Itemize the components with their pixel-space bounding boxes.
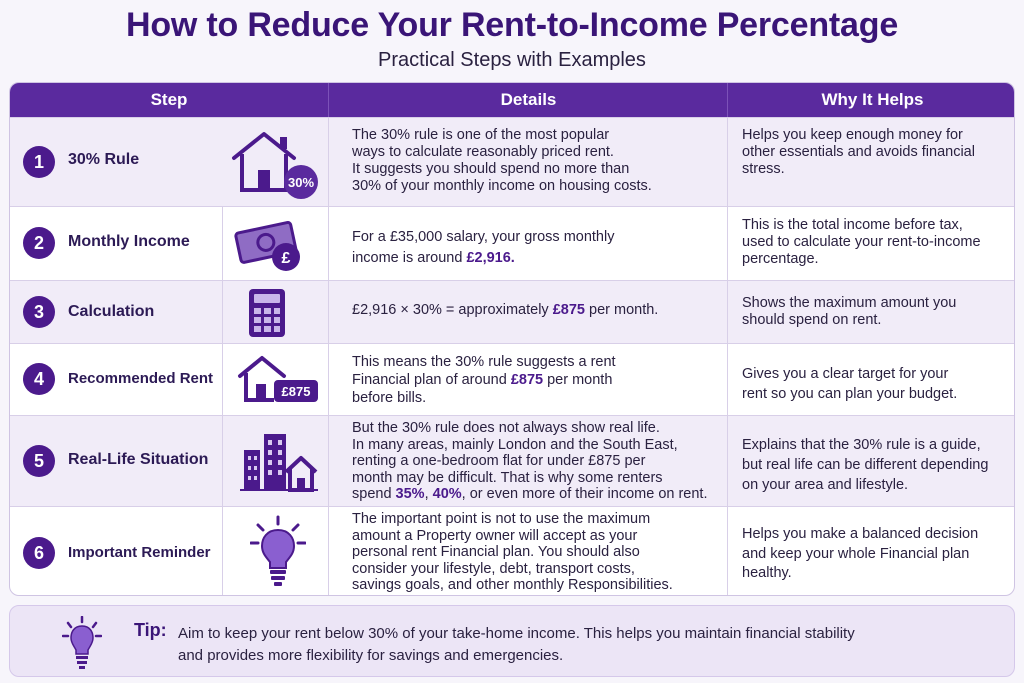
column-header-why: Why It Helps — [727, 83, 1014, 117]
details-line: For a £35,000 salary, your gross monthly — [352, 229, 615, 245]
step-label: Calculation — [68, 303, 155, 320]
step-cell: 3 Calculation — [10, 281, 328, 343]
icon-badge: £ — [282, 250, 291, 267]
why-line: rent so you can plan your budget. — [742, 386, 958, 402]
step-cell: 2 Monthly Income £ — [10, 207, 328, 280]
tip-line: Aim to keep your rent below 30% of your … — [178, 625, 855, 642]
details-cell: For a £35,000 salary, your gross monthly… — [328, 207, 727, 280]
page-subtitle: Practical Steps with Examples — [378, 49, 646, 71]
table-row: 4 Recommended Rent £875 This means the 3… — [10, 343, 1014, 415]
step-number: 5 — [23, 445, 55, 477]
details-line: The 30% rule is one of the most popular — [352, 127, 610, 143]
step-label: Real-Life Situation — [68, 451, 209, 468]
step-cell: 1 30% Rule 30% — [10, 118, 328, 206]
details-cell: This means the 30% rule suggests a rent … — [328, 344, 727, 415]
why-line: Explains that the 30% rule is a guide, — [742, 437, 981, 453]
details-line: But the 30% rule does not always show re… — [352, 420, 660, 436]
step-number: 4 — [23, 363, 55, 395]
why-cell: Helps you make a balanced decision and k… — [727, 507, 1014, 595]
why-cell: Shows the maximum amount you should spen… — [727, 281, 1014, 343]
icon-badge: £875 — [282, 384, 311, 399]
details-cell: The important point is not to use the ma… — [328, 507, 727, 595]
details-line: amount a Property owner will accept as y… — [352, 527, 638, 544]
details-line: savings goals, and other monthly Respons… — [352, 577, 673, 593]
why-cell: This is the total income before tax, use… — [727, 207, 1014, 280]
why-line: healthy. — [742, 565, 792, 581]
why-cell: Explains that the 30% rule is a guide, b… — [727, 416, 1014, 506]
city-buildings-icon — [240, 434, 318, 492]
why-line: Helps you make a balanced decision — [742, 526, 979, 542]
details-cell: The 30% rule is one of the most popular … — [328, 118, 727, 206]
details-line: This means the 30% rule suggests a rent — [352, 354, 616, 370]
column-header-details: Details — [328, 83, 728, 117]
table-row: 3 Calculation £2,916 × 30% = approximate… — [10, 280, 1014, 343]
why-line: Gives you a clear target for your — [742, 366, 949, 382]
details-line: month may be difficult. That is why some… — [352, 469, 663, 486]
why-line: should spend on rent. — [742, 312, 882, 328]
why-line: but real life can be different depending — [742, 457, 989, 473]
table-row: 1 30% Rule 30% The 30% rule is one of th… — [10, 117, 1014, 206]
why-line: percentage. — [742, 251, 819, 267]
tip-label: Tip: — [134, 620, 167, 640]
details-line: income is around £2,916. — [352, 250, 515, 266]
page-title: How to Reduce Your Rent-to-Income Percen… — [125, 6, 899, 44]
highlight-amount: £2,916. — [466, 250, 515, 266]
details-line: Financial plan of around £875 per month — [352, 372, 613, 388]
highlight-percent: 35% — [395, 486, 425, 502]
details-line: renting a one-bedroom flat for under £87… — [352, 453, 646, 469]
step-cell: 4 Recommended Rent £875 — [10, 344, 328, 415]
details-line: before bills. — [352, 390, 427, 406]
table-row: 2 Monthly Income £ For a £35,000 salary,… — [10, 206, 1014, 280]
step-cell: 5 Real-Life Situation — [10, 416, 328, 506]
table-row: 5 Real-Life Situation — [10, 415, 1014, 506]
why-cell: Gives you a clear target for your rent s… — [727, 344, 1014, 415]
icon-badge: 30% — [288, 175, 314, 190]
details-cell: £2,916 × 30% = approximately £875 per mo… — [328, 281, 727, 343]
details-line: 30% of your monthly income on housing co… — [352, 178, 652, 194]
lightbulb-icon — [250, 515, 306, 586]
lightbulb-icon — [62, 616, 102, 669]
why-line: on your area and lifestyle. — [742, 477, 909, 493]
highlight-amount: £875 — [552, 302, 585, 318]
step-number: 1 — [23, 146, 55, 178]
why-line: and keep your whole Financial plan — [742, 545, 970, 562]
why-line: other essentials and avoids financial — [742, 144, 975, 160]
step-label: Important Reminder — [68, 544, 211, 561]
highlight-percent: 40% — [432, 486, 462, 502]
why-line: This is the total income before tax, — [742, 217, 963, 233]
column-header-step: Step — [150, 90, 188, 109]
tip-text: Aim to keep your rent below 30% of your … — [178, 623, 958, 667]
step-cell: 6 Important Reminder — [10, 507, 328, 595]
highlight-amount: £875 — [510, 372, 544, 388]
why-line: used to calculate your rent-to-income — [742, 234, 981, 250]
details-line: consider your lifestyle, debt, transport… — [352, 560, 635, 577]
why-cell: Helps you keep enough money for other es… — [727, 118, 1014, 206]
details-line: personal rent Financial plan. You should… — [352, 544, 640, 560]
why-line: Shows the maximum amount you — [742, 295, 957, 311]
house-price-tag-icon: £875 — [238, 356, 318, 402]
step-number: 6 — [23, 537, 55, 569]
table-header: Step Details Why It Helps — [10, 83, 1014, 117]
step-label: Recommended Rent — [68, 370, 214, 387]
step-number: 3 — [23, 296, 55, 328]
details-line: spend 35%, 40%, or even more of their in… — [352, 486, 708, 502]
house-30-percent-icon: 30% — [232, 132, 318, 199]
table-row: 6 Important Reminder The important poin — [10, 506, 1014, 595]
steps-table: Step Details Why It Helps 1 30% Rule 30%… — [9, 82, 1015, 596]
details-line: ways to calculate reasonably priced rent… — [352, 144, 614, 160]
calculator-icon — [249, 289, 285, 337]
why-line: stress. — [742, 161, 785, 177]
tip-box: Tip: Aim to keep your rent below 30% of … — [9, 605, 1015, 677]
tip-line: and provides more flexibility for saving… — [178, 647, 564, 664]
banknote-pound-icon: £ — [234, 221, 300, 271]
details-line: It suggests you should spend no more tha… — [352, 161, 630, 177]
step-label: Monthly Income — [68, 233, 190, 250]
details-line: The important point is not to use the ma… — [352, 511, 651, 527]
step-label: 30% Rule — [68, 151, 140, 168]
details-line: In many areas, mainly London and the Sou… — [352, 436, 678, 453]
step-number: 2 — [23, 227, 55, 259]
why-line: Helps you keep enough money for — [742, 127, 963, 143]
details-cell: But the 30% rule does not always show re… — [328, 416, 727, 506]
